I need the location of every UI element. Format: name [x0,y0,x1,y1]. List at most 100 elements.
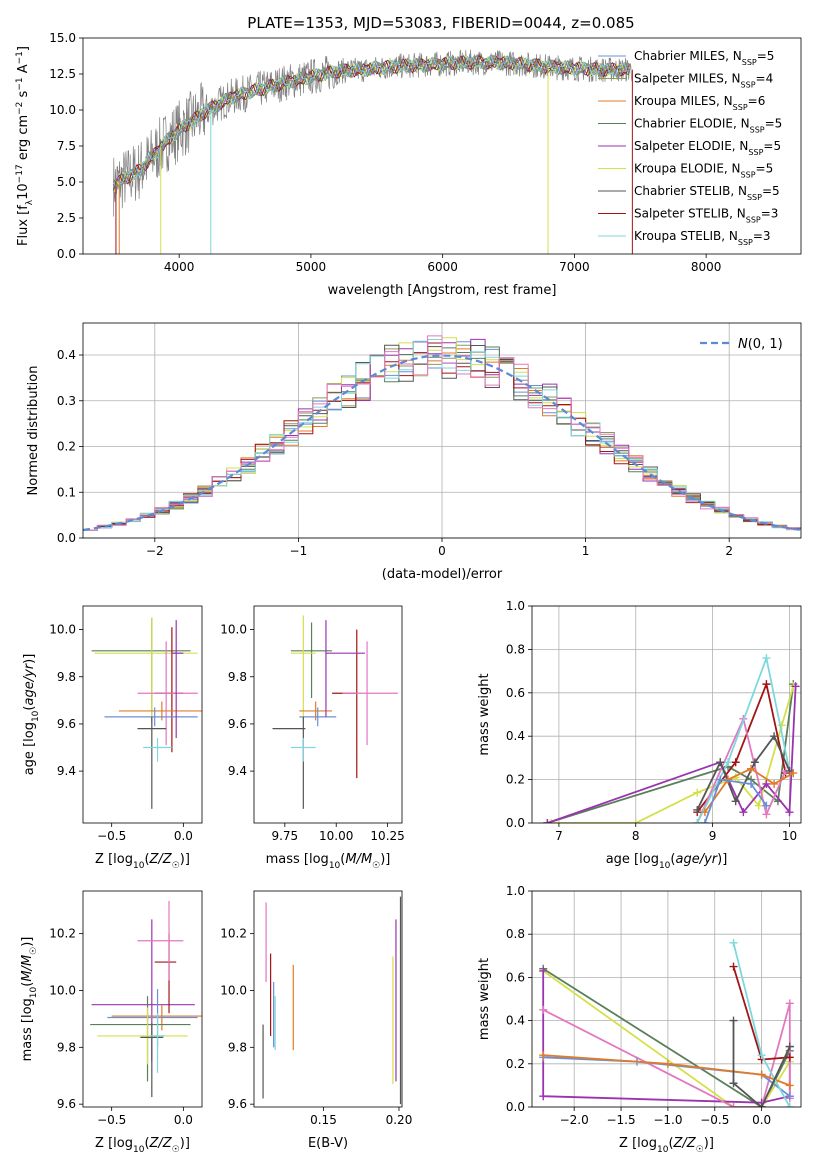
y-tick-label: 0.0 [506,1100,525,1114]
legend-entry: Chabrier MILES, NSSP=5 [634,49,774,67]
axes-frame [531,890,802,1108]
x-tick-label: −0.5 [97,1113,126,1127]
weight-marker [785,1081,794,1090]
weight-marker [762,779,771,788]
weight-marker [750,758,759,767]
weight-marker [729,1103,738,1107]
y-tick-label: 10.0 [220,623,247,637]
weight-marker [785,999,794,1008]
weight-marker [791,682,800,691]
x-tick-label: 4000 [164,260,195,274]
weight-line-SS [696,680,787,813]
y-tick-label: 0.3 [57,394,76,408]
mass-vs-metallicity-panel: −0.5 0.0 9.6 9.8 10.0 10.2 Z [log10(Z/Z☉)] mass… [20,890,203,1155]
y-tick-label: 9.8 [228,1040,247,1054]
x-tick-label: 0.0 [174,829,193,843]
y-tick-label: 1.0 [506,599,525,613]
y-tick-label: 0.8 [506,642,525,656]
x-tick-label: 9 [709,829,717,843]
x-axis-label: wavelength [Angstrom, rest frame] [328,283,557,298]
weight-marker [731,797,740,806]
x-axis-label: Z [log10(Z/Z☉)] [95,1136,190,1155]
weight-marker [770,779,779,788]
figure-title: PLATE=1353, MJD=53083, FIBERID=0044, z=0… [247,14,634,32]
y-tick-label: 10.2 [49,927,76,941]
massweight-vs-age-panel: 7 8 9 10 0.0 0.2 0.4 0.6 0.8 1.0 mass weight age [l… [477,599,802,871]
weight-marker [785,808,794,817]
weight-marker [539,1005,548,1014]
weight-marker [785,1053,794,1062]
y-tick-label: 1.0 [506,884,525,898]
y-axis-label: Normed distribution [26,366,41,496]
legend-entry: Salpeter ELODIE, NSSP=5 [634,139,781,157]
model-spectrum-CM [113,54,631,186]
weight-line-CS [696,734,791,811]
weight-marker [754,801,763,810]
x-tick-label: 0.0 [752,1113,771,1127]
age-vs-mass-panel: 9.75 10.00 10.25 9.4 9.6 9.8 10.0 mass [log10(M… [220,605,405,871]
weight-marker [663,1059,672,1068]
x-tick-label: −2.0 [560,1113,589,1127]
weight-marker [700,808,709,817]
y-tick-label: 10.0 [49,983,76,997]
x-tick-label: 10.00 [319,829,353,843]
x-tick-label: 0.15 [310,1113,337,1127]
x-tick-label: 8000 [691,260,722,274]
plot-area [112,49,633,254]
y-tick-label: 0.4 [506,1014,525,1028]
y-axis-label: mass weight [477,673,492,755]
legend-entry: Chabrier ELODIE, NSSP=5 [634,117,782,135]
y-tick-label: 9.8 [57,670,76,684]
weight-marker [785,1042,794,1051]
x-axis-label: age [log10(age/yr)] [606,852,728,871]
weight-marker [729,962,738,971]
weight-marker [729,1079,738,1088]
legend-entry: Kroupa STELIB, NSSP=3 [634,229,771,247]
massweight-vs-metallicity-panel: −2.0 −1.5 −1.0 −0.5 0.0 0.0 0.2 0.4 0.6 0.8 1.0 mas… [477,884,802,1155]
model-spectrum-SM [112,54,630,188]
model-spectrum-KM [113,54,631,186]
age-vs-metallicity-panel: −0.5 0.0 9.4 9.6 9.8 10.0 Z [log10(Z/Z☉)] age [… [22,605,203,871]
y-tick-label: 0.4 [57,348,76,362]
weight-line-pink [696,716,787,823]
axes-frame [531,605,802,824]
weight-marker [770,732,779,741]
y-tick-label: 9.8 [57,1040,76,1054]
weight-line-CS [732,1020,791,1107]
x-axis-label: Z [log10(Z/Z☉)] [619,1136,714,1155]
y-tick-label: 0.6 [506,970,525,984]
weight-marker [762,680,771,689]
x-tick-label: 8 [632,829,640,843]
y-tick-label: 15.0 [49,31,76,45]
weight-marker [785,1103,794,1107]
model-spectrum-SS [112,55,631,185]
weight-marker [785,1092,794,1101]
y-tick-label: 0.2 [57,440,76,454]
y-tick-label: 0.0 [57,531,76,545]
legend-entry: Salpeter STELIB, NSSP=3 [634,207,778,225]
axes-frame [82,322,802,539]
observed-spectrum [112,49,633,217]
weight-marker [539,966,548,975]
x-axis-label: Z [log10(Z/Z☉)] [95,852,190,871]
x-tick-label: 0.0 [174,1113,193,1127]
y-tick-label: 0.4 [506,729,525,743]
legend-entry: Kroupa ELODIE, NSSP=5 [634,162,773,180]
y-tick-label: 9.6 [57,1097,76,1111]
weight-marker [693,805,702,814]
weight-marker [723,758,732,767]
axes-frame [253,605,403,824]
x-axis-label: mass [log10(M/M☉)] [266,852,391,871]
y-tick-label: 5.0 [57,175,76,189]
legend-entry: Kroupa MILES, NSSP=6 [634,94,765,112]
weight-marker [700,819,709,823]
y-tick-label: 0.0 [57,247,76,261]
y-tick-label: 0.1 [57,485,76,499]
weight-marker [716,758,725,767]
weight-marker [762,654,771,663]
x-tick-label: −2 [146,544,164,558]
y-tick-label: 0.2 [506,773,525,787]
y-tick-label: 0.0 [506,816,525,830]
weight-marker [631,819,640,823]
